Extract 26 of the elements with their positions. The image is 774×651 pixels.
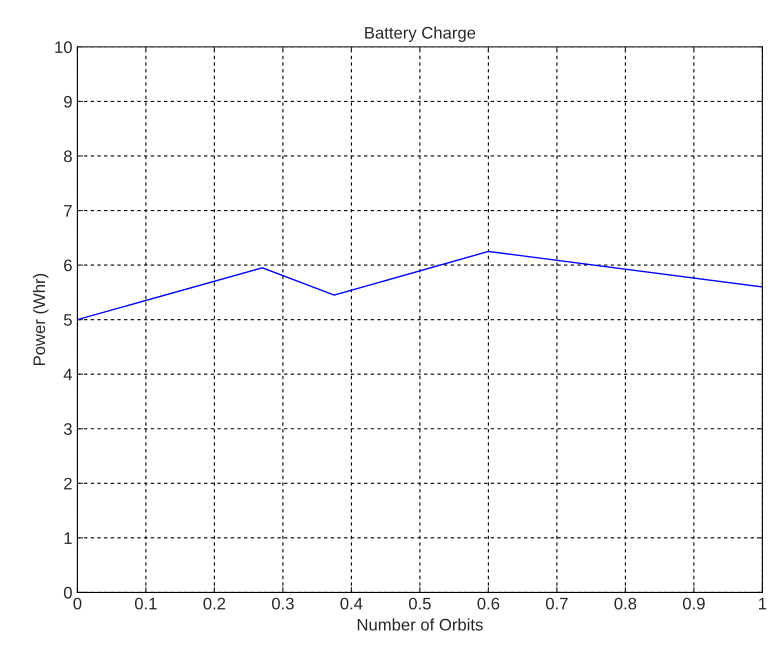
- y-tick-label: 0: [64, 586, 72, 599]
- y-tick-label: 5: [64, 314, 72, 326]
- line-series: [77, 250, 762, 320]
- x-tick-label: 0: [73, 598, 82, 610]
- x-tick-label: 0.6: [477, 598, 500, 610]
- x-tick-label: 1: [759, 598, 766, 610]
- x-tick-label: 0.8: [614, 598, 636, 610]
- x-tick-label: 0.1: [134, 598, 157, 610]
- y-tick-label: 2: [64, 478, 72, 490]
- x-tick-label: 0.7: [546, 598, 568, 610]
- y-tick-label: 6: [64, 259, 72, 272]
- y-tick-label: 1: [64, 532, 72, 544]
- x-tick-label: 0.5: [408, 598, 431, 610]
- y-tick-label: 3: [64, 423, 72, 435]
- chart-title: Battery Charge: [365, 26, 476, 42]
- x-tick-label: 0.2: [203, 598, 226, 610]
- x-tick-label: 0.4: [340, 598, 362, 610]
- y-tick-label: 8: [64, 150, 72, 162]
- y-tick-label: 7: [64, 205, 72, 217]
- x-tick-label: 0.9: [682, 598, 705, 610]
- y-axis-title: Power (Whr): [32, 274, 48, 366]
- y-tick-label: 4: [64, 368, 72, 380]
- y-tick-label: 9: [64, 96, 72, 108]
- x-axis-title: Number of Orbits: [358, 618, 483, 631]
- x-tick-label: 0.3: [272, 598, 294, 610]
- y-tick-label: 10: [55, 41, 72, 54]
